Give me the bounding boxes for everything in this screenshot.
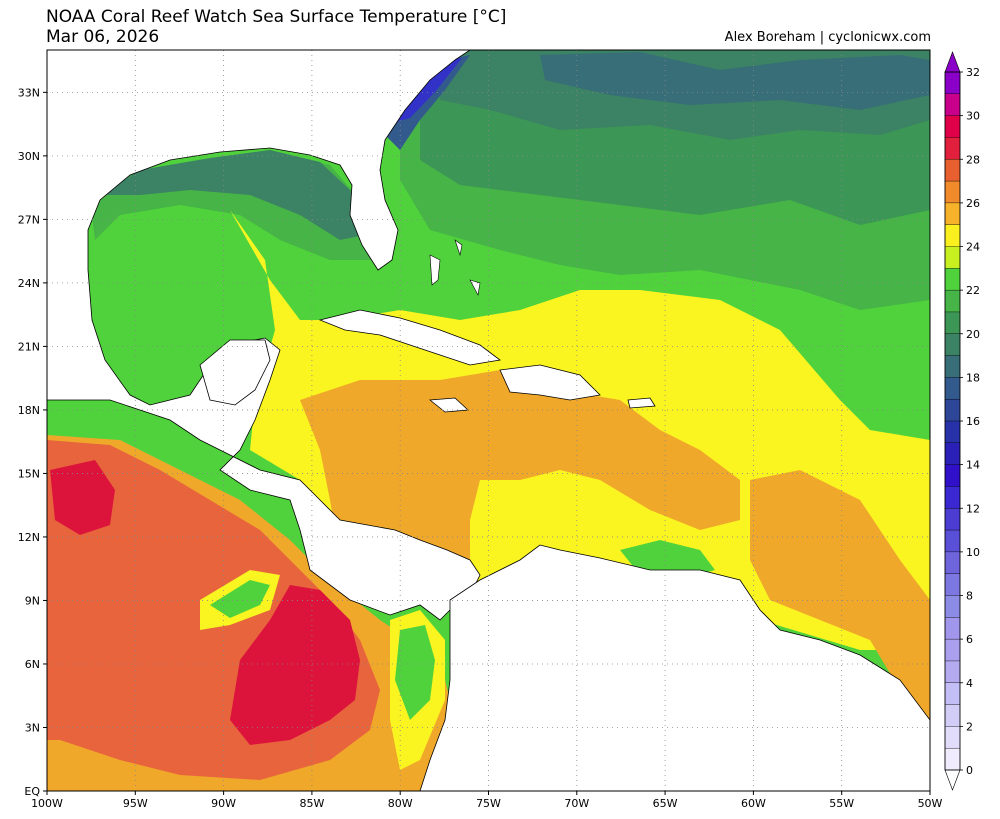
- colorbar-swatch: [944, 464, 961, 487]
- sst-band-coastal-cold: [380, 55, 470, 150]
- colorbar-label: 8: [966, 590, 973, 603]
- sst-band-atlantic-19: [540, 52, 930, 110]
- lon-tick-label: 50W: [918, 797, 943, 810]
- colorbar-swatch: [944, 311, 961, 335]
- land-cuba: [318, 309, 501, 366]
- lon-tick-label: 90W: [211, 797, 236, 810]
- colorbar-label: 24: [966, 241, 980, 254]
- sst-band-pacific-30-west: [50, 460, 115, 535]
- colorbar-swatch: [944, 704, 961, 727]
- land-puerto-rico: [627, 397, 656, 409]
- colorbar-swatch: [944, 442, 961, 466]
- colorbar-label: 28: [966, 153, 980, 166]
- lat-tick-label: 3N: [25, 721, 40, 734]
- colorbar-swatch: [944, 398, 961, 422]
- colorbar-swatch: [944, 682, 961, 706]
- colorbar-label: 22: [966, 284, 980, 297]
- colorbar-swatch: [944, 420, 961, 444]
- colorbar-swatch: [944, 617, 961, 640]
- colorbar-label: 14: [966, 459, 980, 472]
- colorbar-swatch: [944, 529, 961, 553]
- colorbar-label: 4: [966, 677, 973, 690]
- colorbar-swatch: [944, 355, 961, 378]
- colorbar-swatch: [944, 115, 961, 138]
- longitude-axis: 100W 95W 90W 85W 80W 75W 70W 65W 60W 55W 50W: [31, 791, 943, 810]
- sst-field: [47, 50, 930, 791]
- lon-tick-label: 80W: [388, 797, 413, 810]
- colorbar-swatch: [944, 508, 961, 531]
- colorbar-swatch: [944, 93, 961, 117]
- colorbar-label: 26: [966, 197, 980, 210]
- colorbar-label: 6: [966, 633, 973, 646]
- latitude-axis: 33N 30N 27N 24N 21N 18N 15N 12N 9N 6N 3N EQ: [18, 86, 47, 798]
- colorbar-swatch: [944, 159, 961, 182]
- colorbar-max-arrow: [944, 51, 961, 73]
- lat-tick-label: EQ: [24, 785, 40, 798]
- sst-band-colombia-coast-25: [395, 625, 435, 720]
- colorbar-swatch: [944, 726, 961, 749]
- lat-tick-label: 15N: [18, 467, 40, 480]
- map-credit: Alex Boreham | cyclonicwx.com: [724, 30, 931, 45]
- graticule: [47, 50, 930, 791]
- land-north-america: [47, 50, 481, 621]
- colorbar-swatch: [944, 333, 961, 357]
- land-bahamas: [429, 239, 481, 296]
- lon-tick-label: 100W: [31, 797, 63, 810]
- colorbar-swatch: [944, 573, 961, 596]
- lat-tick-label: 24N: [18, 277, 40, 290]
- lon-tick-label: 60W: [741, 797, 766, 810]
- colorbar-swatch: [944, 289, 961, 313]
- colorbar-swatch: [944, 180, 961, 204]
- colorbar-label: 18: [966, 371, 980, 384]
- colorbar-swatch: [944, 224, 961, 247]
- sst-band-east-caribbean-27: [750, 470, 930, 720]
- lon-tick-label: 95W: [123, 797, 148, 810]
- colorbar-swatch: [944, 268, 961, 291]
- colorbar-swatch: [944, 377, 961, 400]
- map-date: Mar 06, 2026: [46, 27, 160, 47]
- colorbar-swatch: [944, 137, 961, 160]
- colorbar-swatch: [944, 71, 961, 95]
- lat-tick-label: 33N: [18, 86, 40, 99]
- colorbar-label: 20: [966, 328, 980, 341]
- colorbar-swatch: [944, 660, 961, 684]
- colorbar-swatch: [944, 747, 961, 771]
- colorbar-label: 12: [966, 502, 980, 515]
- lon-tick-label: 75W: [476, 797, 501, 810]
- sst-band-pacific-25: [210, 580, 270, 618]
- colorbar-swatch: [944, 551, 961, 575]
- lon-tick-label: 85W: [299, 797, 324, 810]
- sst-band-pacific-30-center: [230, 585, 360, 745]
- lon-tick-label: 70W: [564, 797, 589, 810]
- colorbar-label: 32: [966, 66, 980, 79]
- map-title: NOAA Coral Reef Watch Sea Surface Temper…: [46, 7, 507, 27]
- colorbar-label: 2: [966, 720, 973, 733]
- lat-tick-label: 21N: [18, 340, 40, 353]
- land-south-america: [419, 544, 930, 791]
- colorbar-label: 10: [966, 546, 980, 559]
- lat-tick-label: 6N: [25, 658, 40, 671]
- colorbar-min-arrow: [944, 769, 961, 791]
- colorbar-swatch: [944, 246, 961, 269]
- colorbar-label: 0: [966, 764, 973, 777]
- land-yucatan: [199, 339, 271, 406]
- lon-tick-label: 65W: [653, 797, 678, 810]
- colorbar-swatch: [944, 595, 961, 618]
- lat-tick-label: 27N: [18, 213, 40, 226]
- lat-tick-label: 9N: [25, 594, 40, 607]
- sst-band-caribbean-27: [300, 370, 740, 590]
- colorbar-swatch: [944, 486, 961, 509]
- lat-tick-label: 18N: [18, 404, 40, 417]
- lat-tick-label: 12N: [18, 531, 40, 544]
- colorbar-label: 30: [966, 110, 980, 123]
- colorbar-label: 16: [966, 415, 980, 428]
- colorbar-swatch: [944, 638, 961, 662]
- land-hispaniola: [499, 364, 601, 401]
- lon-tick-label: 55W: [829, 797, 854, 810]
- sst-band-gulf-20: [100, 150, 365, 240]
- colorbar-swatch: [944, 202, 961, 226]
- lat-tick-label: 30N: [18, 150, 40, 163]
